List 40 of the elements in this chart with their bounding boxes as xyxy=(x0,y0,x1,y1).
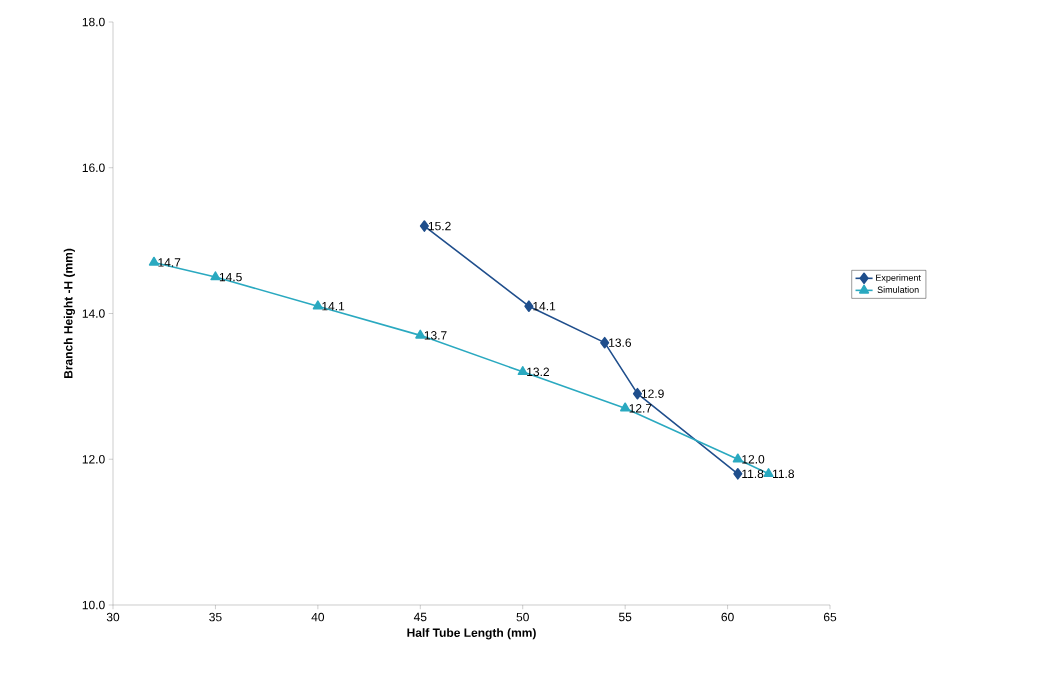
y-tick-label: 14.0 xyxy=(82,309,105,318)
data-label: 11.8 xyxy=(742,469,764,479)
data-label: 14.1 xyxy=(533,302,556,311)
point xyxy=(600,336,610,349)
y-tick-label: 10.0 xyxy=(82,600,105,610)
data-label: 14.7 xyxy=(158,258,181,267)
x-tick-label: 35 xyxy=(209,612,222,622)
point xyxy=(419,220,429,232)
x-tick-label: 60 xyxy=(721,612,734,622)
point xyxy=(524,300,534,313)
data-label: 13.6 xyxy=(609,338,632,347)
data-label: 13.7 xyxy=(424,331,447,340)
data-label: 12.7 xyxy=(629,404,652,413)
x-axis-title: Half Tube Length (mm) xyxy=(407,628,536,640)
x-tick-label: 65 xyxy=(823,612,837,622)
point xyxy=(733,468,743,480)
point xyxy=(210,271,221,281)
data-label: 12.9 xyxy=(641,389,664,398)
data-label: 12.0 xyxy=(742,455,765,464)
data-label: 15.2 xyxy=(428,221,451,231)
data-label: 14.5 xyxy=(219,272,242,282)
data-label: 14.1 xyxy=(322,302,345,311)
point xyxy=(632,387,642,400)
x-tick-label: 50 xyxy=(516,612,529,622)
x-tick-label: 55 xyxy=(618,612,632,622)
point xyxy=(415,329,426,339)
x-tick-label: 40 xyxy=(311,612,325,622)
data-label: 13.2 xyxy=(527,367,549,377)
point xyxy=(732,453,743,463)
x-tick-label: 30 xyxy=(106,612,120,622)
legend-label: Simulation xyxy=(877,286,919,293)
point xyxy=(312,300,323,310)
y-axis-title: Branch Height -H (mm) xyxy=(63,248,75,379)
x-tick-label: 45 xyxy=(413,612,427,622)
data-label: 11.8 xyxy=(773,469,795,479)
y-tick-label: 12.0 xyxy=(82,455,105,464)
legend-label: Experiment xyxy=(876,274,921,283)
y-tick-label: 18.0 xyxy=(82,17,105,27)
point xyxy=(517,366,528,376)
y-tick-label: 16.0 xyxy=(82,163,105,172)
